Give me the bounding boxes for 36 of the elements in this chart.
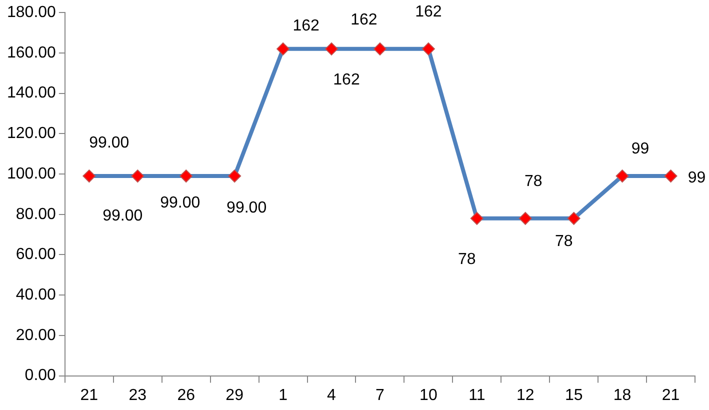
data-label: 78 <box>524 172 542 190</box>
y-tick-label: 60.00 <box>16 246 56 264</box>
y-tick-label: 40.00 <box>16 286 56 304</box>
data-label: 99.00 <box>102 207 143 224</box>
data-label: 162 <box>292 17 320 34</box>
x-tick-label: 11 <box>468 386 486 404</box>
data-label: 99.00 <box>160 194 200 212</box>
data-label: 78 <box>554 232 573 250</box>
x-tick-label: 15 <box>564 386 583 404</box>
y-tick-label: 0.00 <box>24 367 56 384</box>
x-tick-label: 21 <box>662 386 680 404</box>
x-tick-label: 21 <box>80 386 98 404</box>
data-label: 99.00 <box>89 134 130 152</box>
x-tick-label: 18 <box>613 386 632 404</box>
y-tick-label: 180.00 <box>7 4 56 22</box>
data-label: 78 <box>458 250 476 268</box>
x-tick-label: 7 <box>376 386 385 404</box>
y-tick-label: 140.00 <box>7 84 56 102</box>
data-label: 162 <box>350 11 378 28</box>
data-label: 99 <box>688 169 706 186</box>
x-tick-label: 12 <box>516 386 534 404</box>
data-label: 162 <box>415 3 442 20</box>
y-tick-label: 100.00 <box>7 165 56 182</box>
x-tick-label: 23 <box>128 386 147 404</box>
data-label: 99.00 <box>226 199 267 216</box>
y-tick-label: 80.00 <box>16 206 56 223</box>
x-tick-label: 29 <box>226 386 244 404</box>
data-label: 99 <box>631 140 650 158</box>
data-label: 162 <box>333 71 360 88</box>
y-tick-label: 160.00 <box>7 44 56 62</box>
x-tick-label: 10 <box>420 386 438 404</box>
x-tick-label: 4 <box>327 386 336 404</box>
x-tick-label: 26 <box>177 386 196 404</box>
y-tick-label: 20.00 <box>16 326 56 344</box>
y-tick-label: 120.00 <box>7 125 56 142</box>
x-tick-label: 1 <box>278 386 288 404</box>
